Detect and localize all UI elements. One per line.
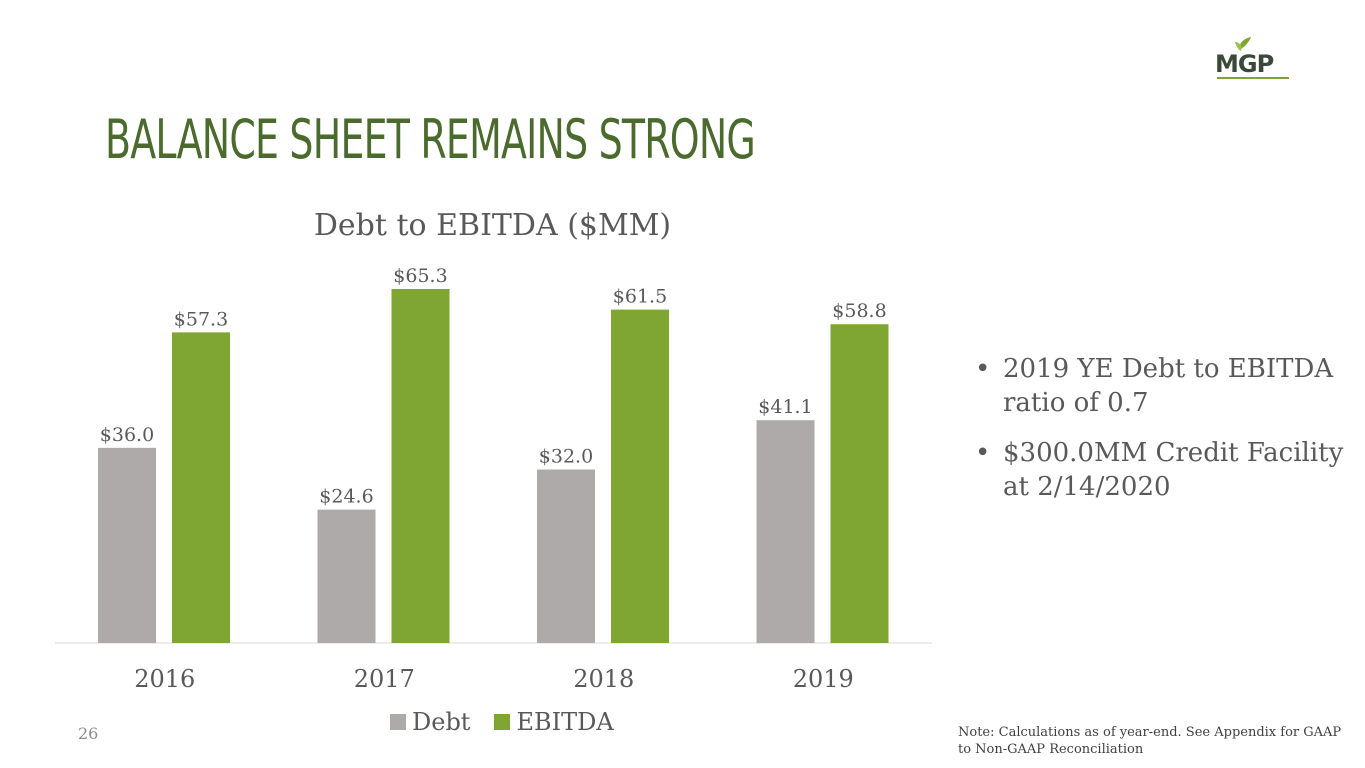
bullet-list: 2019 YE Debt to EBITDA ratio of 0.7 $300… <box>975 352 1355 520</box>
bar-debt-2016 <box>98 447 156 643</box>
bar-chart: $36.0 $57.3 2016 $24.6 $65.3 2017 $32.0 $61.5 20… <box>55 265 932 693</box>
legend-swatch-ebitda <box>494 714 511 730</box>
bar-debt-2018 <box>537 469 595 643</box>
legend-item-debt: Debt <box>390 708 470 736</box>
data-label-ebitda-2018: $61.5 <box>613 286 667 308</box>
mgp-logo: MGP <box>1215 36 1305 82</box>
data-label-debt-2018: $32.0 <box>539 446 593 468</box>
x-tick-label-2018: 2018 <box>573 665 634 693</box>
chart-title: Debt to EBITDA ($MM) <box>313 208 672 243</box>
data-label-ebitda-2016: $57.3 <box>174 308 228 330</box>
bullet-item: 2019 YE Debt to EBITDA ratio of 0.7 <box>975 352 1355 420</box>
data-label-ebitda-2017: $65.3 <box>393 265 447 287</box>
x-tick-label-2016: 2016 <box>134 665 195 693</box>
x-tick-label-2017: 2017 <box>354 665 415 693</box>
legend-item-ebitda: EBITDA <box>494 708 614 736</box>
bar-ebitda-2018 <box>611 309 669 643</box>
bar-ebitda-2017 <box>391 289 450 643</box>
leaf-icon <box>1235 37 1251 51</box>
data-label-debt-2019: $41.1 <box>758 396 812 418</box>
bar-ebitda-2016 <box>172 332 230 643</box>
logo-text: MGP <box>1215 50 1274 78</box>
data-label-debt-2016: $36.0 <box>100 424 154 446</box>
legend-swatch-debt <box>390 714 406 730</box>
logo-underline <box>1217 77 1289 79</box>
x-tick-label-2019: 2019 <box>793 665 854 693</box>
data-label-debt-2017: $24.6 <box>319 486 373 508</box>
page-title: BALANCE SHEET REMAINS STRONG <box>105 108 756 171</box>
chart-legend: Debt EBITDA <box>390 708 632 736</box>
bar-debt-2017 <box>317 509 376 643</box>
footnote: Note: Calculations as of year-end. See A… <box>958 725 1342 757</box>
data-label-ebitda-2019: $58.8 <box>832 300 886 322</box>
bar-debt-2019 <box>756 420 815 643</box>
page-number: 26 <box>78 724 99 743</box>
bar-ebitda-2019 <box>830 324 889 643</box>
bullet-item: $300.0MM Credit Facility at 2/14/2020 <box>975 436 1355 504</box>
legend-label-ebitda: EBITDA <box>516 708 614 736</box>
legend-label-debt: Debt <box>412 708 471 736</box>
